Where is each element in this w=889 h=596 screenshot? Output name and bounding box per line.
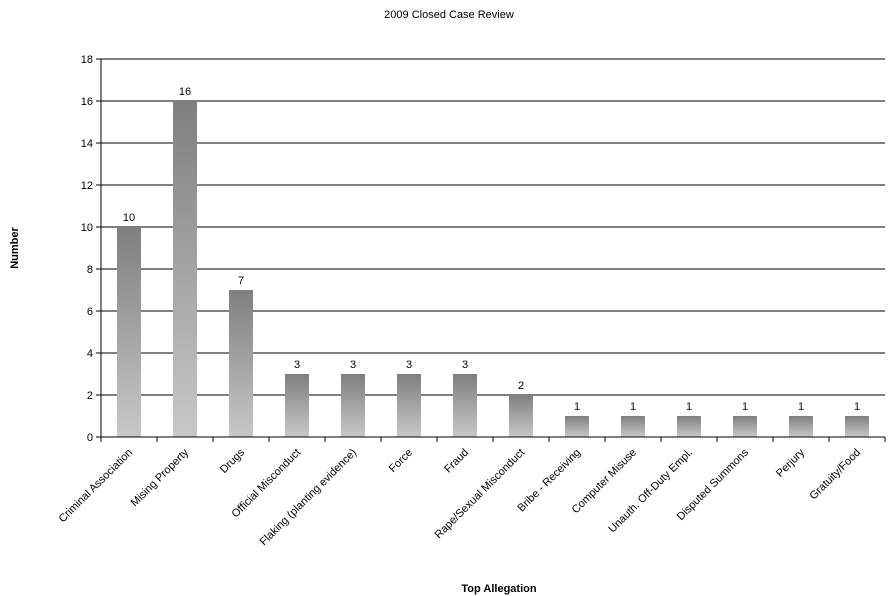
bar — [733, 416, 757, 437]
data-label: 1 — [854, 401, 860, 413]
data-label: 3 — [462, 359, 468, 371]
category-label: Drugs — [218, 446, 248, 476]
category-label: Force — [387, 447, 415, 475]
data-label: 3 — [350, 359, 356, 371]
data-labels: 10 16 7 3 3 3 3 2 1 1 1 1 1 1 — [123, 86, 860, 413]
bar — [509, 395, 533, 437]
y-axis-label: Number — [9, 227, 21, 269]
bar — [565, 416, 589, 437]
category-label: Criminal Association — [57, 447, 136, 526]
bar — [677, 416, 701, 437]
data-label: 10 — [123, 212, 135, 224]
bar — [341, 374, 365, 437]
data-label: 7 — [238, 275, 244, 287]
y-tick-labels: 0 2 4 6 8 10 12 14 16 18 — [81, 54, 93, 444]
y-tick-label: 0 — [87, 432, 93, 444]
data-label: 3 — [406, 359, 412, 371]
bar — [789, 416, 813, 437]
category-label: Flaking (planting evidence) — [258, 447, 359, 548]
data-label: 1 — [630, 401, 636, 413]
x-axis-label: Top Allegation — [461, 583, 536, 595]
bar — [285, 374, 309, 437]
bar — [845, 416, 869, 437]
y-tick-label: 8 — [87, 264, 93, 276]
y-tick-label: 10 — [81, 222, 93, 234]
data-label: 1 — [574, 401, 580, 413]
data-label: 1 — [686, 401, 692, 413]
y-tick-label: 16 — [81, 96, 93, 108]
y-tick-label: 6 — [87, 306, 93, 318]
bar — [397, 374, 421, 437]
data-label: 1 — [798, 401, 804, 413]
y-tick-label: 18 — [81, 54, 93, 66]
y-tick-label: 4 — [87, 348, 93, 360]
category-label: Gratuity/Food — [808, 447, 864, 503]
y-tick-label: 12 — [81, 180, 93, 192]
category-label: Perjury — [774, 446, 807, 479]
data-label: 1 — [742, 401, 748, 413]
axes — [96, 58, 886, 442]
bars — [117, 101, 869, 437]
bar — [229, 290, 253, 437]
y-tick-label: 14 — [81, 138, 93, 150]
bar — [117, 227, 141, 437]
category-label: Mising Property — [129, 446, 192, 509]
bar — [453, 374, 477, 437]
chart-title: 2009 Closed Case Review — [384, 9, 514, 21]
data-label: 16 — [179, 86, 191, 98]
bar — [621, 416, 645, 437]
data-label: 3 — [294, 359, 300, 371]
data-label: 2 — [518, 380, 524, 392]
y-tick-label: 2 — [87, 390, 93, 402]
gridlines — [101, 58, 885, 396]
category-label: Rape/Sexual Misconduct — [433, 447, 528, 542]
bar — [173, 101, 197, 437]
category-label: Fraud — [442, 447, 471, 476]
